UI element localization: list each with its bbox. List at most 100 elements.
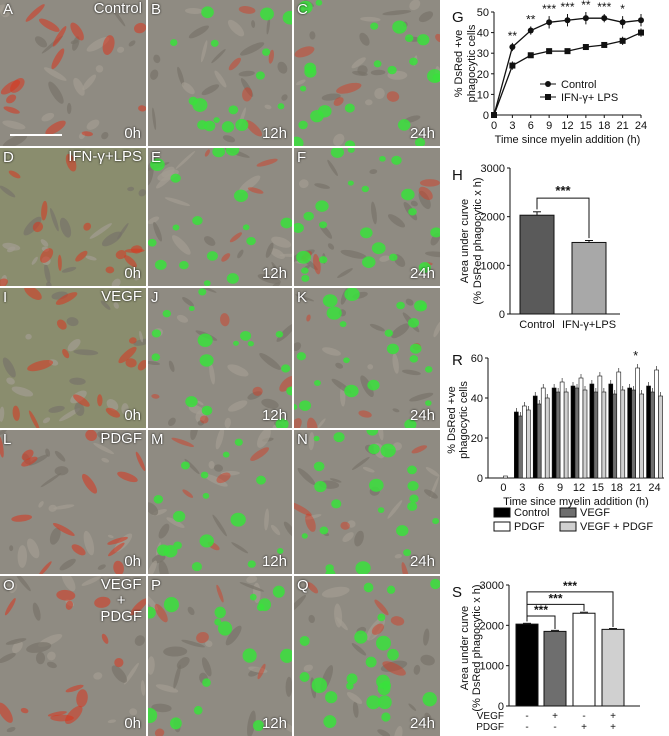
- cell-outline: [433, 321, 440, 338]
- legend-label: IFN-γ+ LPS: [561, 92, 618, 104]
- y-tick-label: 3000: [481, 163, 505, 175]
- cell-outline: [133, 338, 146, 346]
- significance-marker: **: [581, 0, 591, 12]
- significance-marker: ***: [534, 603, 548, 617]
- cell-outline: [0, 185, 16, 198]
- cell-outline: [237, 249, 244, 259]
- dsred-cell: [268, 49, 274, 64]
- phagocytic-cell: [233, 340, 239, 346]
- x-tick-label: 21: [630, 482, 642, 494]
- significance-marker: *: [620, 2, 625, 16]
- dsred-cell: [130, 598, 146, 616]
- cell-outline: [238, 70, 255, 77]
- cell-outline: [148, 502, 159, 516]
- cell-outline: [48, 81, 64, 104]
- phagocytic-cell: [217, 621, 233, 636]
- tile-I: I VEGF 0h: [0, 288, 146, 428]
- y-tick-label: 1000: [480, 661, 504, 673]
- dsred-cell: [340, 521, 350, 530]
- cell-outline: [59, 217, 72, 238]
- cell-outline: [380, 660, 408, 672]
- time-label: 24h: [409, 125, 435, 142]
- cell-outline: [387, 214, 406, 228]
- panel-letter: B: [151, 1, 162, 18]
- cell-outline: [240, 78, 254, 97]
- dsred-cell: [6, 94, 17, 104]
- cell-outline: [97, 431, 108, 440]
- dsred-cell: [108, 542, 125, 557]
- phagocytic-cell: [404, 419, 417, 428]
- cell-outline: [303, 664, 313, 672]
- cell-outline: [346, 692, 363, 705]
- cell-outline: [73, 77, 85, 96]
- cell-outline: [69, 377, 86, 385]
- x-tick-label: 9: [546, 120, 552, 132]
- phagocytic-cell: [373, 60, 382, 68]
- phagocytic-cell: [169, 717, 182, 730]
- cell-outline: [168, 360, 175, 372]
- legend-swatch: [559, 521, 577, 532]
- cell-outline: [224, 417, 231, 428]
- cell-outline: [337, 268, 353, 278]
- cell-outline: [204, 236, 216, 246]
- significance-marker: *: [633, 348, 638, 363]
- cell-outline: [148, 593, 159, 611]
- cell-outline: [294, 342, 302, 351]
- cell-outline: [212, 514, 227, 537]
- significance-marker: ***: [563, 579, 577, 593]
- dsred-cell: [336, 82, 362, 94]
- phagocytic-cell: [213, 117, 220, 123]
- phagocytic-cell: [294, 136, 304, 146]
- phagocytic-cell: [303, 211, 314, 221]
- phagocytic-cell: [212, 148, 226, 158]
- cell-outline: [374, 88, 385, 100]
- phagocytic-cell: [355, 561, 371, 574]
- micrograph-image: [148, 576, 292, 736]
- tile-B: B 12h: [148, 0, 292, 146]
- cell-outline: [148, 656, 155, 675]
- cell-outline: [377, 729, 391, 736]
- panel-letter: L: [3, 431, 12, 448]
- cell-outline: [0, 5, 11, 18]
- cell-outline: [184, 8, 204, 14]
- legend-label: VEGF + PDGF: [580, 521, 653, 533]
- cell-outline: [44, 263, 51, 284]
- dsred-cell: [56, 589, 76, 601]
- dsred-cell: [39, 248, 54, 263]
- cell-outline: [128, 40, 136, 47]
- cell-outline: [270, 524, 281, 536]
- y-tick-label: 20: [471, 433, 483, 445]
- phagocytic-cell: [280, 217, 292, 229]
- phagocytic-cell: [391, 155, 402, 165]
- y-tick-label: 2000: [481, 212, 505, 224]
- phagocytic-cell: [346, 673, 358, 685]
- cell-outline: [424, 489, 438, 499]
- time-label: 12h: [261, 265, 287, 282]
- cell-outline: [392, 408, 400, 413]
- cell-outline: [351, 57, 366, 69]
- x-tick-label: 12: [561, 120, 573, 132]
- dsred-cell: [250, 447, 270, 461]
- dsred-cell: [294, 46, 315, 58]
- x-tick-label: 6: [528, 120, 534, 132]
- phagocytic-cell: [396, 525, 409, 537]
- time-label: 0h: [124, 407, 141, 424]
- dsred-cell: [196, 631, 209, 644]
- cell-outline: [9, 545, 14, 552]
- phagocytic-cell: [344, 140, 356, 146]
- phagocytic-cell: [401, 188, 415, 201]
- cell-outline: [95, 65, 104, 73]
- phagocytic-cell: [377, 613, 386, 622]
- panel-letter: N: [297, 431, 308, 448]
- phagocytic-cell: [296, 352, 307, 361]
- cell-outline: [86, 119, 100, 130]
- cell-outline: [214, 464, 224, 472]
- bar: [612, 393, 618, 479]
- phagocytic-cell: [272, 585, 285, 598]
- cell-outline: [74, 402, 85, 416]
- phagocytic-cell: [203, 120, 216, 132]
- phagocytic-cell: [247, 341, 254, 347]
- micrograph-image: [148, 288, 292, 428]
- phagocytic-cell: [323, 715, 337, 729]
- cell-outline: [409, 392, 434, 402]
